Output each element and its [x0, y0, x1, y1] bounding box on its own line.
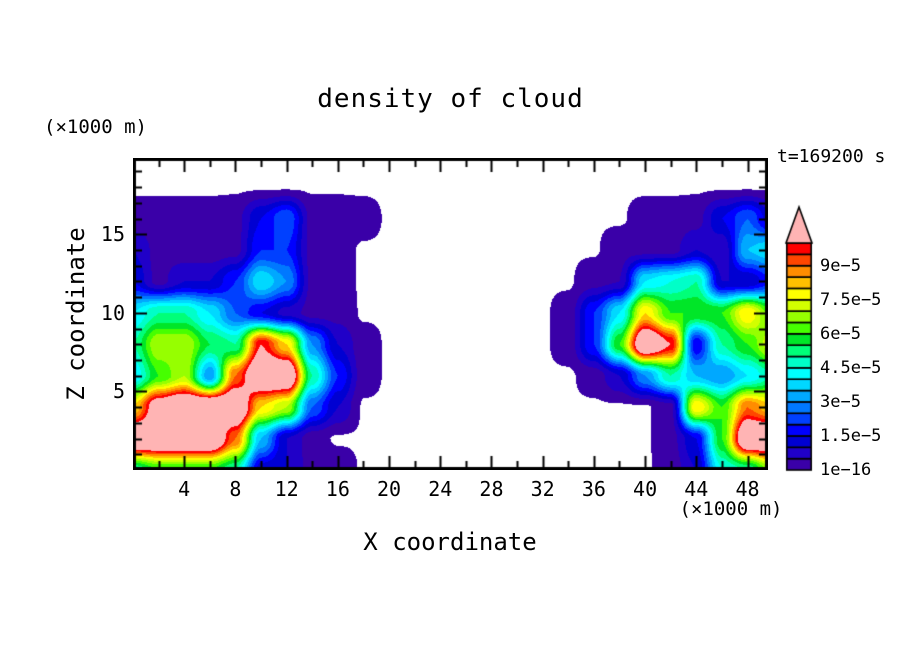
x-tick-label: 44: [684, 477, 709, 501]
colorbar-tick-label: 1.5e−5: [820, 425, 882, 446]
x-tick-label: 36: [581, 477, 606, 501]
x-tick-label: 20: [377, 477, 402, 501]
colorbar-tick-label: 7.5e−5: [820, 289, 882, 310]
x-tick-label: 4: [178, 477, 191, 501]
x-tick-label: 28: [479, 477, 504, 501]
x-tick-label: 32: [530, 477, 555, 501]
z-axis-unit-label: (×1000 m): [44, 116, 147, 138]
x-tick-label: 16: [325, 477, 350, 501]
z-tick-label: 5: [112, 379, 125, 404]
colorbar-tick-label: 3e−5: [820, 391, 861, 412]
x-axis-unit-label: (×1000 m): [679, 498, 783, 520]
chart-title: density of cloud: [317, 84, 584, 114]
colorbar-canvas: [782, 203, 818, 473]
time-label: t=169200 s: [777, 146, 886, 167]
colorbar-tick-label: 9e−5: [820, 255, 861, 276]
z-tick-label: 15: [100, 222, 125, 247]
contour-plot-canvas: [133, 158, 768, 470]
x-tick-label: 24: [428, 477, 453, 501]
z-tick-label: 10: [100, 300, 125, 325]
colorbar-tick-label: 4.5e−5: [820, 357, 882, 378]
x-tick-label: 48: [735, 477, 760, 501]
colorbar-tick-label: 1e−16: [820, 460, 872, 480]
x-tick-label: 12: [274, 477, 299, 501]
x-tick-label: 8: [229, 477, 242, 501]
x-axis-label: X coordinate: [363, 528, 537, 556]
x-tick-label: 40: [633, 477, 658, 501]
colorbar-tick-label: 6e−5: [820, 323, 861, 344]
